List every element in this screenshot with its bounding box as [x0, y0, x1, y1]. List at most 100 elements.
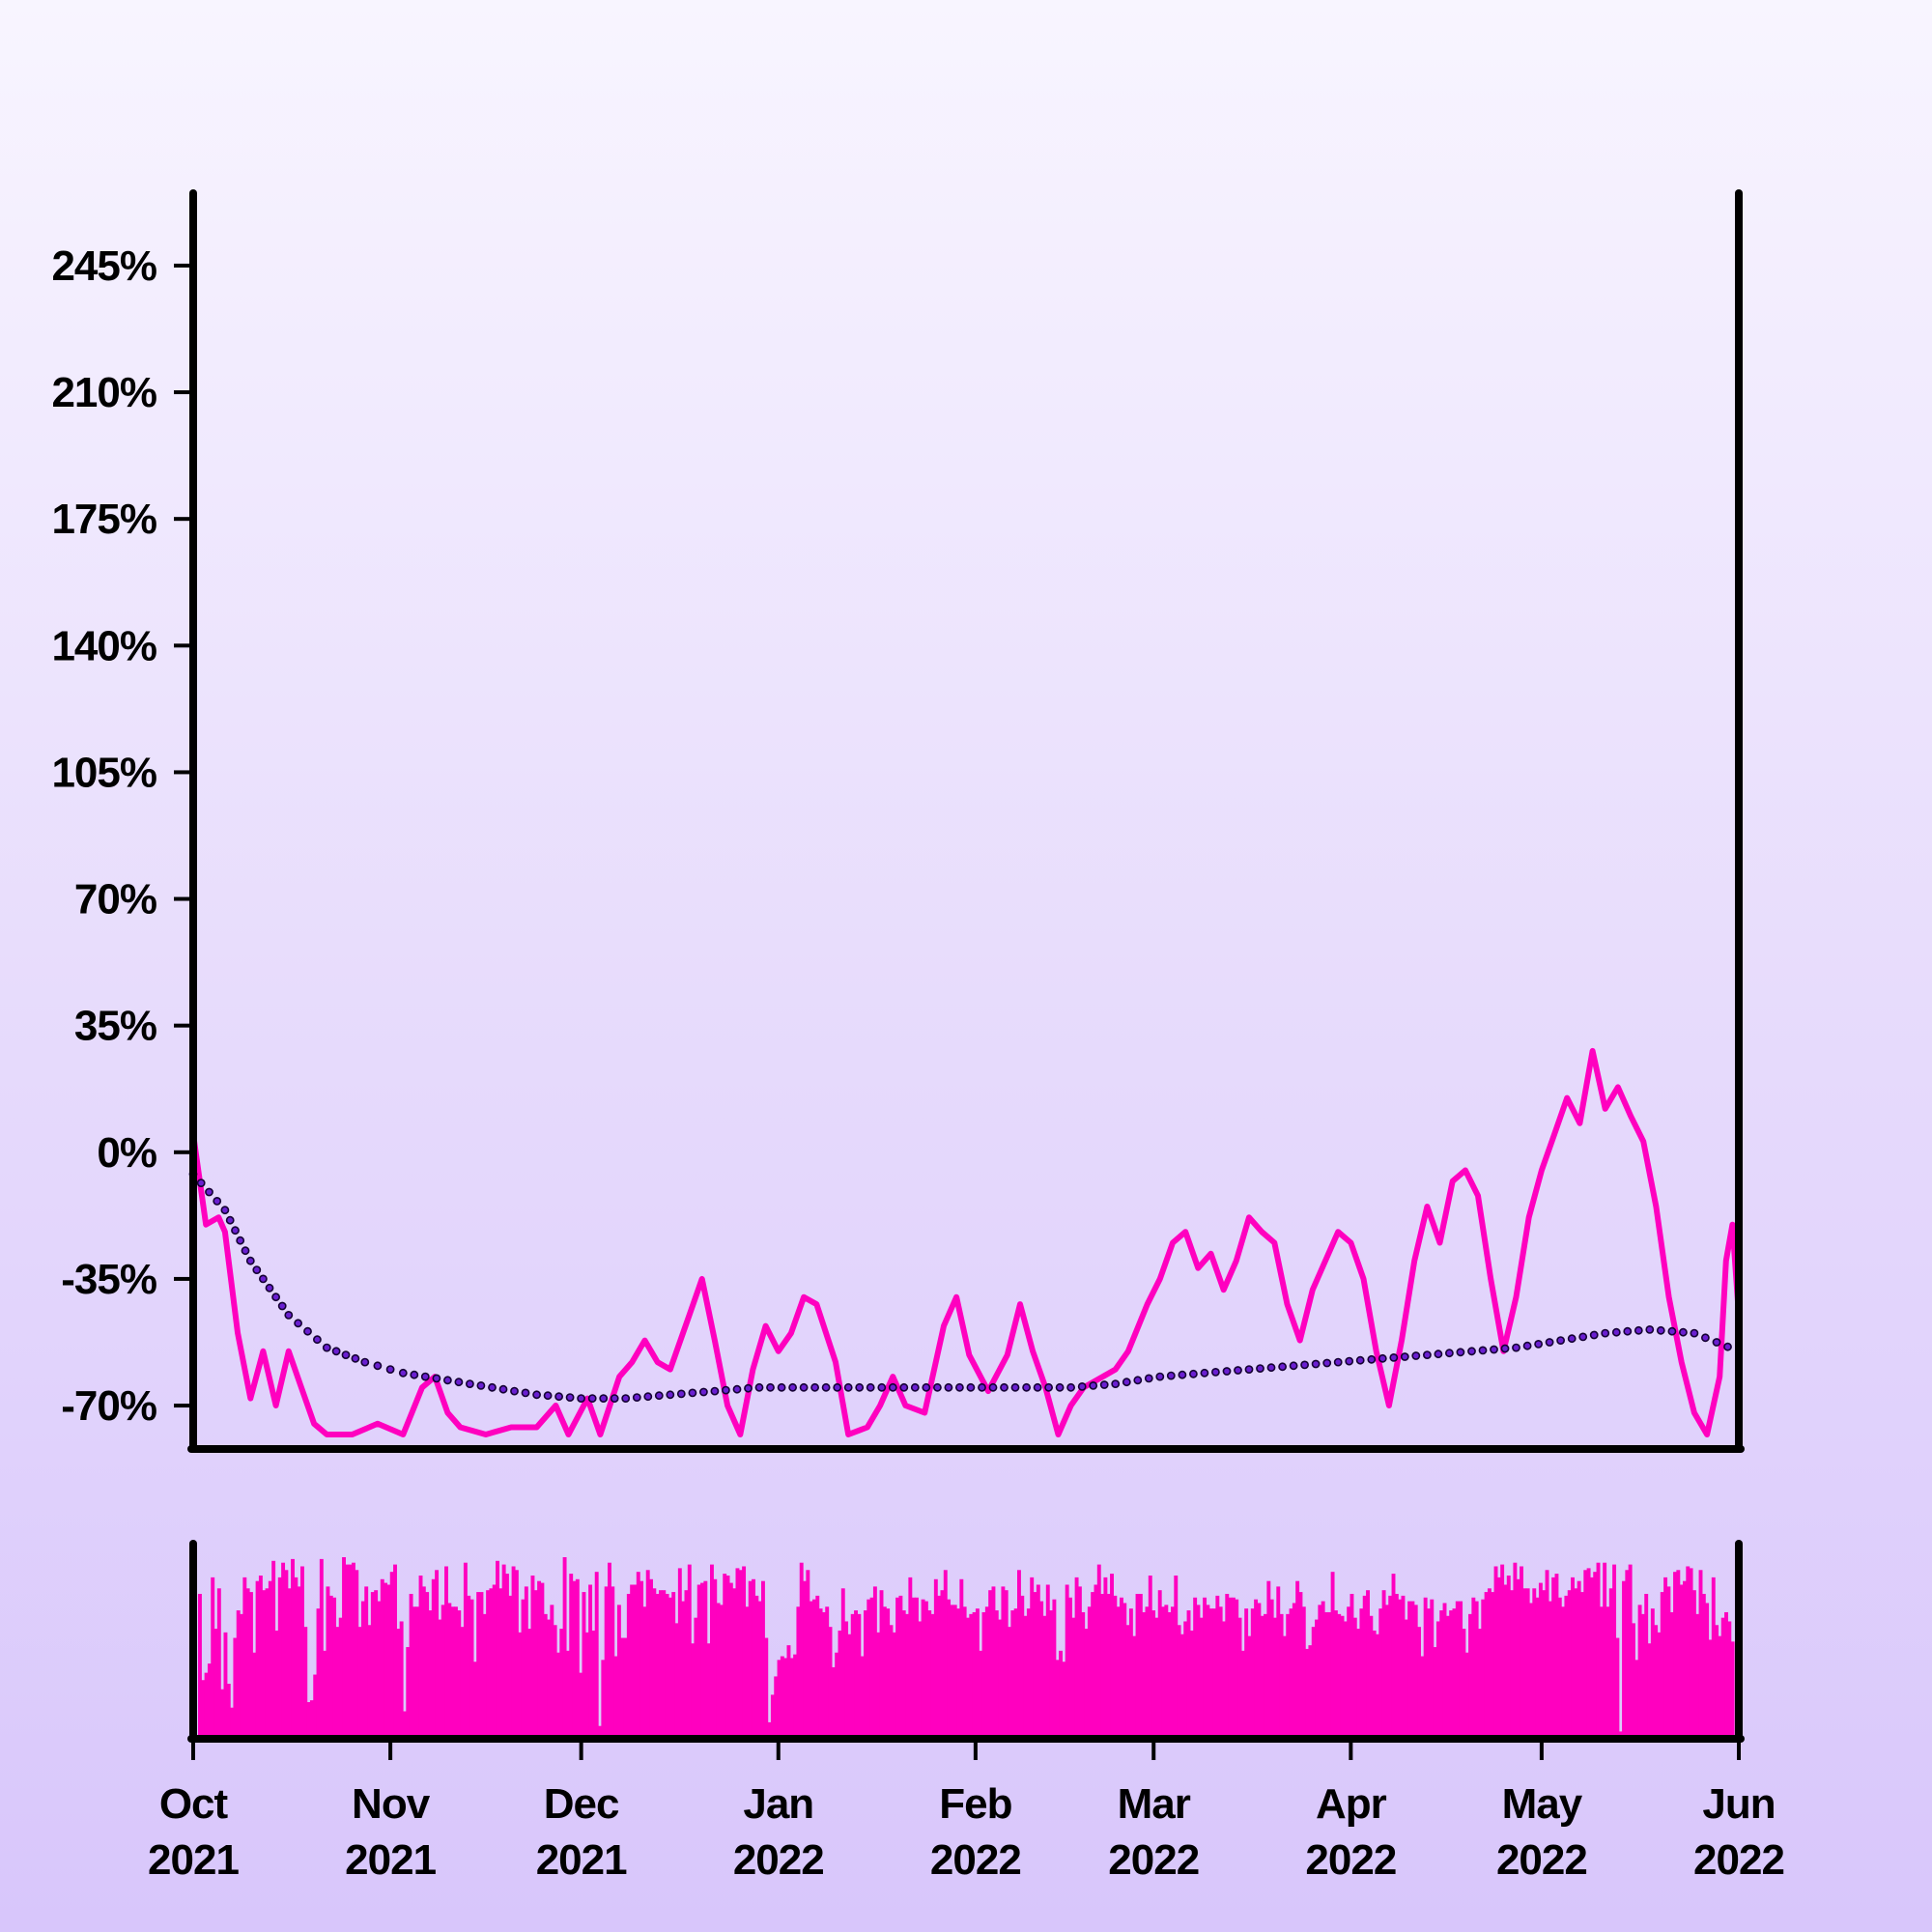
- volume-bar: [1666, 1586, 1671, 1739]
- x-tick-year: 2022: [1305, 1836, 1396, 1884]
- trend-dot: [577, 1394, 585, 1403]
- volume-bar: [486, 1590, 491, 1739]
- volume-bar: [357, 1627, 362, 1739]
- volume-bar: [1196, 1605, 1201, 1739]
- volume-bar: [918, 1621, 923, 1739]
- trend-dot: [331, 1347, 341, 1356]
- trend-dot: [1322, 1358, 1332, 1368]
- volume-bar: [1151, 1610, 1156, 1739]
- volume-bar: [1586, 1568, 1591, 1739]
- volume-bar: [1039, 1601, 1044, 1739]
- trend-dot: [910, 1382, 920, 1392]
- volume-bar: [496, 1560, 499, 1739]
- volume-bar: [1449, 1610, 1454, 1739]
- volume-bar: [1427, 1608, 1431, 1739]
- volume-bar: [1324, 1611, 1328, 1739]
- volume-bar: [233, 1637, 238, 1739]
- volume-bar: [472, 1662, 477, 1739]
- trend-dot: [978, 1382, 986, 1392]
- volume-bar: [1605, 1606, 1610, 1739]
- trend-dot: [1522, 1341, 1532, 1350]
- volume-bar: [930, 1613, 935, 1739]
- volume-bar: [1529, 1603, 1533, 1739]
- trend-dot: [810, 1382, 819, 1392]
- volume-bar: [1481, 1599, 1486, 1739]
- trend-dot: [398, 1368, 408, 1378]
- volume-bar: [1122, 1603, 1127, 1739]
- x-tick-year: 2022: [1693, 1836, 1784, 1884]
- volume-bar: [1244, 1608, 1249, 1739]
- volume-bar: [364, 1586, 369, 1739]
- volume-bar: [732, 1588, 737, 1739]
- volume-bar: [501, 1564, 506, 1739]
- volume-bar: [323, 1650, 327, 1739]
- series-dotted-line: [188, 1169, 1732, 1403]
- trend-dot: [877, 1382, 887, 1392]
- volume-bar: [226, 1684, 231, 1739]
- trend-dot: [360, 1357, 370, 1367]
- volume-bar: [313, 1674, 318, 1739]
- volume-bar: [1372, 1630, 1377, 1739]
- trend-dot: [1567, 1334, 1577, 1344]
- trend-dot: [1490, 1345, 1498, 1354]
- volume-bar: [1045, 1584, 1050, 1739]
- volume-bar: [360, 1601, 365, 1739]
- volume-bar: [1273, 1617, 1277, 1739]
- y-tick-label: -35%: [61, 1256, 156, 1303]
- volume-bar: [1442, 1603, 1447, 1739]
- volume-bar: [1542, 1590, 1547, 1739]
- volume-bar: [748, 1580, 753, 1739]
- volume-bar: [1532, 1588, 1537, 1739]
- y-tick-label: -70%: [61, 1382, 156, 1430]
- trend-dot: [1278, 1362, 1287, 1372]
- volume-bar: [1554, 1574, 1559, 1739]
- trend-dot: [766, 1382, 775, 1392]
- volume-bar: [1295, 1580, 1300, 1739]
- volume-bar: [1669, 1611, 1674, 1739]
- volume-bar: [1647, 1643, 1652, 1739]
- volume-bar: [1513, 1562, 1518, 1739]
- trend-dot: [351, 1353, 360, 1363]
- volume-bar: [809, 1601, 813, 1739]
- volume-bar: [201, 1680, 206, 1739]
- trend-dot: [855, 1382, 865, 1392]
- volume-bar: [370, 1592, 375, 1739]
- volume-bar: [380, 1578, 384, 1739]
- volume-bar: [706, 1643, 711, 1739]
- volume-bar: [668, 1597, 672, 1739]
- volume-bar: [1724, 1611, 1728, 1739]
- trend-dot: [1545, 1338, 1554, 1347]
- trend-dot: [788, 1382, 797, 1392]
- volume-bar: [1589, 1577, 1594, 1739]
- volume-bar: [492, 1584, 497, 1739]
- volume-bar: [1551, 1577, 1556, 1739]
- volume-bar: [1215, 1595, 1220, 1739]
- volume-bar: [1689, 1568, 1693, 1739]
- volume-bar: [1343, 1621, 1348, 1739]
- volume-bar: [1222, 1621, 1226, 1739]
- volume-bar: [767, 1721, 772, 1739]
- volume-bar: [514, 1570, 519, 1739]
- volume-bar: [1327, 1611, 1332, 1739]
- volume-bar: [905, 1613, 909, 1739]
- y-tick-label: 0%: [97, 1129, 156, 1177]
- volume-bar: [524, 1586, 528, 1739]
- trend-dot: [732, 1384, 742, 1394]
- volume-bar: [947, 1599, 952, 1739]
- x-tick-month: Feb: [939, 1780, 1011, 1828]
- trend-dot: [322, 1343, 331, 1352]
- volume-bar: [1522, 1588, 1527, 1739]
- volume-bar: [1503, 1584, 1508, 1739]
- trend-dot: [220, 1206, 230, 1215]
- volume-bar: [1599, 1606, 1604, 1739]
- volume-bar: [738, 1570, 743, 1739]
- volume-bar: [1269, 1599, 1274, 1739]
- volume-bar: [1410, 1601, 1415, 1739]
- volume-bar: [677, 1568, 682, 1739]
- volume-bar: [1340, 1615, 1345, 1739]
- volume-bar: [386, 1584, 391, 1739]
- trend-dot: [988, 1382, 998, 1392]
- trend-dot: [265, 1283, 274, 1293]
- volume-bar: [421, 1586, 426, 1739]
- volume-bar: [204, 1672, 209, 1739]
